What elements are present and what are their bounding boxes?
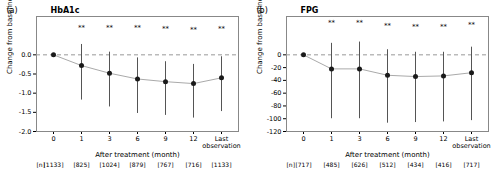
svg-text:3: 3	[357, 135, 361, 143]
svg-text:1: 1	[79, 135, 83, 143]
svg-text:**: **	[78, 24, 86, 32]
svg-text:-40: -40	[271, 76, 282, 84]
svg-text:-0.5: -0.5	[19, 70, 32, 78]
svg-text:0: 0	[277, 51, 281, 59]
svg-text:**: **	[106, 24, 114, 32]
svg-text:[n]: [n]	[37, 161, 45, 168]
svg-text:After treatment (month): After treatment (month)	[345, 151, 430, 159]
svg-text:[n]: [n]	[287, 161, 295, 168]
svg-text:**: **	[440, 23, 448, 31]
svg-text:**: **	[412, 23, 420, 31]
svg-text:(a): (a)	[7, 6, 18, 15]
svg-text:[879]: [879]	[129, 161, 145, 168]
svg-text:Lastobservation: Lastobservation	[452, 135, 490, 150]
svg-text:[825]: [825]	[73, 161, 89, 168]
svg-text:[767]: [767]	[157, 161, 173, 168]
svg-text:FPG: FPG	[301, 6, 319, 15]
svg-text:**: **	[328, 19, 336, 27]
svg-text:0: 0	[51, 135, 55, 143]
svg-text:[716]: [716]	[185, 161, 201, 168]
svg-text:-1.5: -1.5	[19, 108, 32, 116]
svg-text:-100: -100	[267, 115, 282, 123]
svg-text:[717]: [717]	[463, 161, 479, 168]
svg-text:**: **	[218, 25, 226, 33]
svg-text:-1.0: -1.0	[19, 89, 32, 97]
svg-text:9: 9	[163, 135, 167, 143]
svg-text:3: 3	[107, 135, 111, 143]
svg-text:-80: -80	[271, 102, 282, 110]
svg-text:0: 0	[301, 135, 305, 143]
svg-text:-20: -20	[271, 64, 282, 72]
svg-text:(b): (b)	[257, 6, 268, 15]
svg-text:**: **	[162, 25, 170, 33]
svg-text:-2.0: -2.0	[19, 128, 32, 136]
svg-text:12: 12	[189, 135, 197, 143]
svg-text:[416]: [416]	[435, 161, 451, 168]
svg-text:After treatment (month): After treatment (month)	[95, 151, 180, 159]
svg-text:[512]: [512]	[379, 161, 395, 168]
svg-text:-120: -120	[267, 128, 282, 136]
svg-text:[626]: [626]	[351, 161, 367, 168]
svg-text:HbA1c: HbA1c	[51, 6, 80, 15]
svg-text:-60: -60	[271, 89, 282, 97]
svg-text:1: 1	[329, 135, 333, 143]
svg-text:[434]: [434]	[407, 161, 423, 168]
svg-text:[1133]: [1133]	[212, 161, 232, 168]
svg-text:[717]: [717]	[295, 161, 311, 168]
svg-text:Lastobservation: Lastobservation	[202, 135, 240, 150]
svg-text:9: 9	[413, 135, 417, 143]
svg-text:0.0: 0.0	[21, 51, 31, 59]
svg-text:6: 6	[385, 135, 389, 143]
svg-text:6: 6	[135, 135, 139, 143]
svg-text:12: 12	[439, 135, 447, 143]
svg-text:**: **	[190, 26, 198, 34]
svg-text:**: **	[134, 24, 142, 32]
svg-text:[1133]: [1133]	[44, 161, 64, 168]
svg-text:[485]: [485]	[323, 161, 339, 168]
svg-text:**: **	[384, 22, 392, 30]
svg-text:**: **	[468, 21, 476, 29]
svg-text:**: **	[356, 19, 364, 27]
svg-text:[1024]: [1024]	[100, 161, 120, 168]
